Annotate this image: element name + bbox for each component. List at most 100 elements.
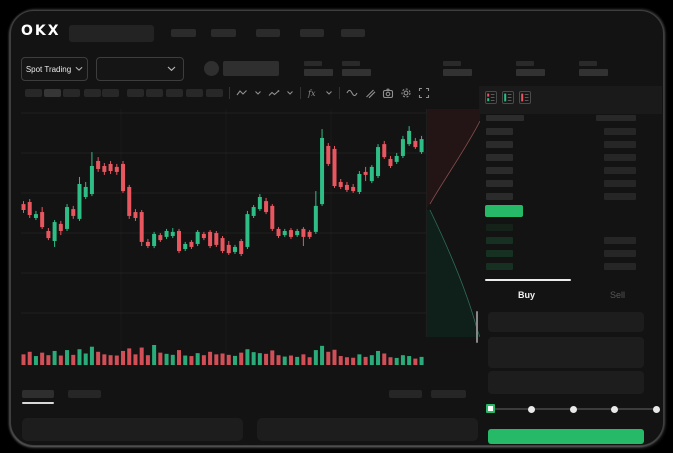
search-bar[interactable] [69,25,154,42]
chart-gridlines [21,112,426,314]
timeframe-button-placeholder[interactable] [44,89,61,97]
toolbar-divider [339,87,340,99]
market-type-selector[interactable]: Spot Trading [21,57,88,81]
ask-row[interactable] [481,126,663,138]
bid-price-placeholder [486,250,513,257]
polyline-icon[interactable] [268,87,280,99]
pair-selector-dropdown[interactable] [96,57,184,81]
nav-item-placeholder[interactable] [171,29,196,37]
ask-price-placeholder [486,193,513,200]
candlestick-series [21,130,424,255]
slider-stop[interactable] [611,405,618,413]
slider-stop[interactable] [569,405,577,413]
timeframe-button-placeholder[interactable] [63,89,80,97]
nav-item-placeholder[interactable] [341,29,365,37]
bid-row[interactable] [481,235,663,247]
tab-sell-label: Sell [609,290,625,300]
stat-label-placeholder [304,61,322,66]
order-input-placeholder[interactable] [488,337,644,368]
timeframe-button-placeholder[interactable] [102,89,119,97]
camera-icon[interactable] [382,87,394,99]
depth-chart[interactable] [426,109,480,337]
bid-amount-placeholder [604,250,636,257]
ask-row[interactable] [481,178,663,190]
ask-price-placeholder [486,141,513,148]
ask-amount-placeholder [604,193,636,200]
slider-stop[interactable] [652,405,660,413]
stat-label-placeholder [443,61,461,66]
active-tab-indicator [485,279,571,281]
candlestick-wicks [23,126,423,257]
nav-item-placeholder[interactable] [256,29,280,37]
ask-row[interactable] [481,152,663,164]
stat-value-placeholder [579,69,608,76]
bid-row[interactable] [481,248,663,260]
order-input-placeholder[interactable] [488,312,644,332]
bottom-active-tab-indicator [22,402,54,404]
orderbook-header-placeholder [596,115,636,121]
bottom-action-placeholder[interactable] [389,390,422,398]
gear-icon[interactable] [400,87,412,99]
stat-value-placeholder [304,69,333,76]
timeframe-button-placeholder[interactable] [186,89,203,97]
stat-value-placeholder [342,69,371,76]
ask-row[interactable] [481,191,663,203]
bottom-panel-placeholder [22,418,243,441]
pair-avatar [204,61,219,76]
ask-price-placeholder [486,154,513,161]
chevron-down-icon[interactable] [286,87,294,99]
ask-amount-placeholder [604,141,636,148]
price-chart[interactable] [21,109,426,367]
bottom-tab-placeholder[interactable] [68,390,101,398]
trade-tabs: Buy Sell [481,282,663,308]
pair-name-placeholder [223,61,279,76]
ask-amount-placeholder [604,167,636,174]
chevron-down-icon[interactable] [325,87,333,99]
chart-tools-group: fx [229,85,430,101]
timeframe-button-placeholder[interactable] [25,89,42,97]
chevron-down-icon [75,66,83,71]
orderbook-combined-icon[interactable] [485,91,497,104]
chevron-down-icon[interactable] [254,87,262,99]
bid-row[interactable] [481,222,663,234]
orderbook-header-placeholder [486,115,524,121]
zigzag-line-icon[interactable] [236,87,248,99]
last-price-highlight[interactable] [485,205,523,217]
timeframe-button-placeholder[interactable] [206,89,223,97]
stat-label-placeholder [342,61,360,66]
timeframe-button-placeholder[interactable] [84,89,101,97]
bid-amount-placeholder [604,237,636,244]
app-window: OKX Spot Trading fx Buy [10,10,664,446]
fx-indicator-icon[interactable]: fx [307,87,319,99]
stat-value-placeholder [516,69,545,76]
nav-item-placeholder[interactable] [300,29,324,37]
bottom-tab-placeholder[interactable] [22,390,54,398]
nav-item-placeholder[interactable] [211,29,236,37]
bid-price-placeholder [486,237,513,244]
submit-order-button[interactable] [488,429,644,444]
brand-logo[interactable]: OKX [21,23,61,39]
tab-sell[interactable]: Sell [572,282,663,308]
bottom-panel-placeholder [257,418,478,441]
orderbook-asks-icon[interactable] [519,91,531,104]
chevron-down-icon [167,66,176,72]
slider-handle[interactable] [485,404,495,413]
slider-stop[interactable] [528,405,535,413]
timeframe-button-placeholder[interactable] [127,89,144,97]
drawing-tools-icon[interactable] [364,87,376,99]
tab-buy[interactable]: Buy [481,282,572,308]
timeframe-button-placeholder[interactable] [146,89,163,97]
bid-price-placeholder [486,224,513,231]
orderbook-bids-icon[interactable] [502,91,514,104]
ask-row[interactable] [481,139,663,151]
ask-row[interactable] [481,165,663,177]
market-type-label: Spot Trading [25,64,72,74]
fullscreen-icon[interactable] [418,87,430,99]
ask-amount-placeholder [604,154,636,161]
bottom-action-placeholder[interactable] [431,390,466,398]
order-input-placeholder[interactable] [488,371,644,394]
wave-compare-icon[interactable] [346,87,358,99]
scrollbar-thumb[interactable] [476,311,478,343]
timeframe-button-placeholder[interactable] [166,89,183,97]
bid-row[interactable] [481,261,663,273]
